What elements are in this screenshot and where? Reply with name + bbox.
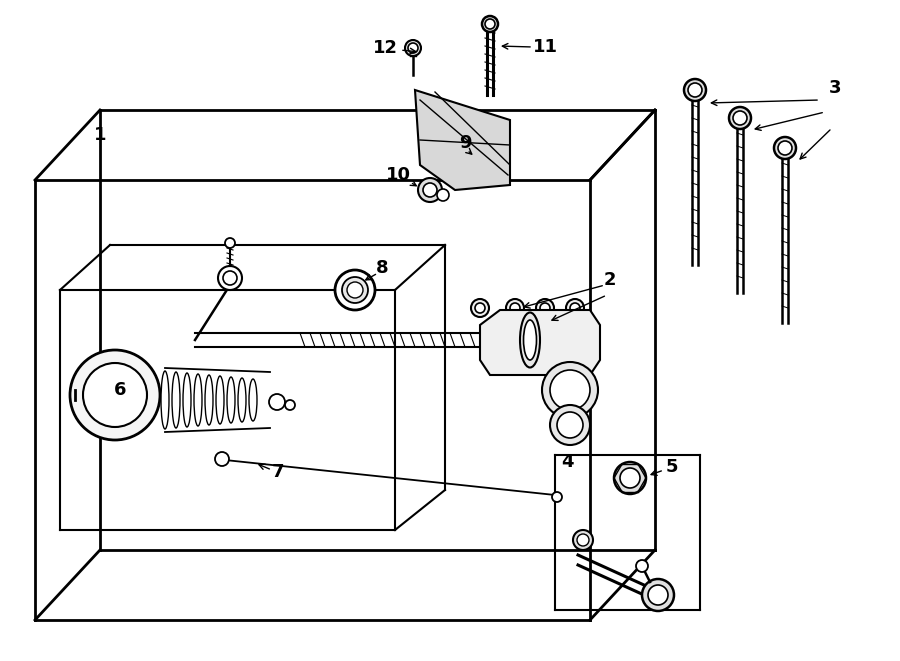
Circle shape xyxy=(342,277,368,303)
Text: 2: 2 xyxy=(604,271,617,289)
Circle shape xyxy=(437,189,449,201)
Text: 9: 9 xyxy=(459,134,472,152)
Circle shape xyxy=(70,350,160,440)
Circle shape xyxy=(218,266,242,290)
Circle shape xyxy=(729,107,751,129)
Ellipse shape xyxy=(227,377,235,423)
Circle shape xyxy=(573,530,593,550)
Text: 6: 6 xyxy=(113,381,126,399)
Circle shape xyxy=(347,282,363,298)
Ellipse shape xyxy=(172,372,180,428)
Ellipse shape xyxy=(205,375,213,425)
Ellipse shape xyxy=(524,320,536,360)
Circle shape xyxy=(614,462,646,494)
Circle shape xyxy=(774,137,796,159)
Circle shape xyxy=(83,363,147,427)
Ellipse shape xyxy=(520,313,540,368)
Circle shape xyxy=(577,534,589,546)
Ellipse shape xyxy=(471,299,489,317)
Circle shape xyxy=(620,468,640,488)
Text: 1: 1 xyxy=(94,126,106,144)
Circle shape xyxy=(642,579,674,611)
Circle shape xyxy=(485,19,495,29)
Circle shape xyxy=(269,394,285,410)
Ellipse shape xyxy=(506,299,524,317)
Circle shape xyxy=(223,271,237,285)
Text: 5: 5 xyxy=(666,458,679,476)
Ellipse shape xyxy=(238,378,246,422)
Circle shape xyxy=(550,405,590,445)
Circle shape xyxy=(688,83,702,97)
Circle shape xyxy=(648,585,668,605)
Text: 7: 7 xyxy=(272,463,284,481)
Polygon shape xyxy=(415,90,510,190)
Ellipse shape xyxy=(570,303,580,313)
Circle shape xyxy=(225,238,235,248)
Text: 8: 8 xyxy=(375,259,388,277)
Circle shape xyxy=(285,400,295,410)
Ellipse shape xyxy=(194,374,202,426)
Circle shape xyxy=(405,40,421,56)
Circle shape xyxy=(423,183,437,197)
Circle shape xyxy=(550,370,590,410)
Circle shape xyxy=(408,43,418,53)
Circle shape xyxy=(636,560,648,572)
Circle shape xyxy=(778,141,792,155)
Circle shape xyxy=(418,178,442,202)
Ellipse shape xyxy=(249,379,257,421)
Ellipse shape xyxy=(536,299,554,317)
Circle shape xyxy=(542,362,598,418)
Ellipse shape xyxy=(183,373,191,427)
Text: 3: 3 xyxy=(829,79,842,97)
Ellipse shape xyxy=(510,303,520,313)
Ellipse shape xyxy=(540,303,550,313)
Text: 4: 4 xyxy=(561,453,573,471)
Ellipse shape xyxy=(161,371,169,429)
Circle shape xyxy=(557,412,583,438)
Text: 12: 12 xyxy=(373,39,398,57)
Ellipse shape xyxy=(566,299,584,317)
Circle shape xyxy=(684,79,706,101)
Circle shape xyxy=(215,452,229,466)
Text: 11: 11 xyxy=(533,38,557,56)
Polygon shape xyxy=(480,310,600,375)
Circle shape xyxy=(482,16,498,32)
Text: 10: 10 xyxy=(385,166,410,184)
Circle shape xyxy=(552,492,562,502)
Circle shape xyxy=(733,111,747,125)
Ellipse shape xyxy=(475,303,485,313)
Circle shape xyxy=(335,270,375,310)
Ellipse shape xyxy=(216,376,224,424)
